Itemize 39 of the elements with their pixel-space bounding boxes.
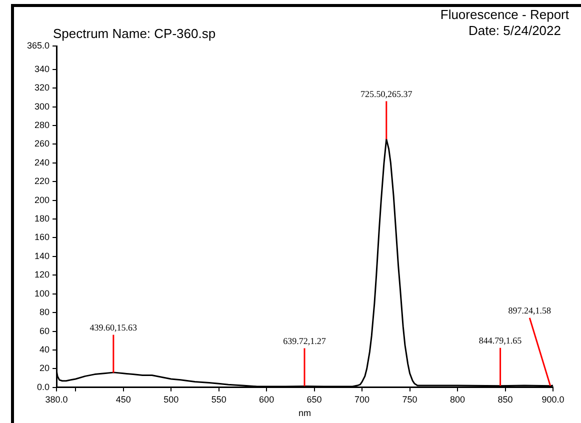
chart-title: Spectrum Name: CP-360.sp	[53, 26, 216, 41]
y-tick-label: 0.0	[37, 382, 50, 392]
x-tick-label: 750	[402, 394, 418, 404]
x-tick-label: 650	[306, 394, 322, 404]
x-axis-title: nm	[298, 408, 312, 418]
y-tick-label: 80	[40, 307, 50, 318]
y-tick-label: 280	[34, 120, 50, 130]
y-tick-label: 320	[34, 82, 50, 93]
text: Date: 5/24/2022	[468, 23, 561, 38]
y-tick-label: 200	[34, 194, 50, 205]
y-tick-label: 260	[34, 138, 50, 149]
annotation: 897.24,1.58	[508, 306, 552, 316]
x-tick-label: 700	[354, 394, 370, 404]
y-tick-label: 240	[34, 157, 50, 168]
x-tick-label: 500	[164, 394, 179, 404]
annotation: 439.60,15.63	[90, 322, 138, 333]
x-tick-label: 380.0	[45, 394, 68, 404]
y-tick-label: 100	[34, 288, 50, 298]
x-tick-label: 900.0	[542, 394, 564, 404]
y-tick-label: 160	[34, 232, 50, 242]
x-tick-label: 550	[211, 394, 226, 404]
y-tick-label: 140	[34, 250, 50, 261]
text: Fluorescence - Report	[440, 7, 569, 22]
y-tick-label: 20	[40, 363, 50, 374]
annotation: 844.79,1.65	[478, 336, 522, 346]
y-tick-label: 40	[40, 344, 50, 354]
y-tick-label: 220	[34, 176, 50, 186]
x-tick-label: 600	[259, 394, 274, 404]
annotation: 725.50,265.37	[360, 89, 413, 100]
y-tick-label: 365.0	[26, 40, 50, 50]
y-tick-label: 120	[34, 270, 50, 280]
annotation: 639.72,1.27	[283, 336, 326, 346]
x-tick-label: 800	[450, 394, 466, 404]
y-tick-label: 300	[34, 101, 50, 112]
y-tick-label: 60	[40, 326, 50, 336]
x-tick-label: 450	[116, 394, 131, 404]
y-tick-label: 340	[34, 64, 50, 74]
y-tick-label: 180	[34, 214, 50, 224]
x-tick-label: 850	[498, 394, 513, 404]
